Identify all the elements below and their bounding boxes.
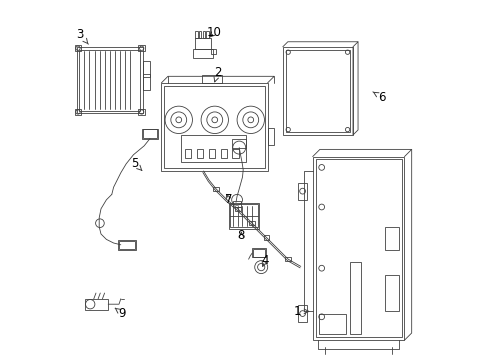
Bar	[385, 227, 399, 250]
Bar	[264, 235, 270, 240]
Bar	[139, 45, 145, 51]
Bar	[196, 31, 198, 38]
Bar	[139, 109, 145, 115]
Bar	[74, 109, 81, 115]
Bar	[252, 248, 266, 257]
Bar	[283, 47, 353, 135]
Bar	[143, 129, 157, 139]
Bar	[249, 221, 255, 225]
Bar	[185, 149, 192, 158]
Text: 9: 9	[115, 307, 125, 320]
Bar	[268, 128, 274, 144]
Bar	[253, 249, 265, 257]
Bar	[181, 135, 246, 162]
Bar	[162, 83, 268, 171]
Bar	[211, 49, 216, 54]
Bar	[76, 47, 143, 113]
Bar	[118, 240, 136, 250]
Bar	[202, 75, 221, 83]
Bar	[202, 31, 205, 38]
Bar	[85, 299, 108, 310]
Bar	[319, 314, 346, 334]
Bar	[199, 31, 201, 38]
Text: 2: 2	[214, 66, 222, 82]
Bar	[286, 50, 350, 132]
Text: 7: 7	[225, 193, 233, 206]
Text: 3: 3	[76, 28, 88, 44]
Bar	[209, 149, 215, 158]
Bar	[233, 201, 242, 207]
Bar	[79, 50, 140, 111]
Bar	[316, 159, 402, 337]
Text: 4: 4	[261, 255, 269, 267]
Bar	[143, 60, 149, 77]
Bar	[350, 262, 361, 334]
Bar	[119, 241, 135, 249]
Text: 5: 5	[131, 157, 142, 170]
Bar	[232, 149, 239, 158]
Bar	[313, 157, 404, 340]
Bar	[220, 149, 227, 158]
Bar	[143, 74, 149, 90]
Bar	[206, 31, 209, 38]
Text: 1: 1	[294, 305, 309, 318]
Bar	[385, 275, 399, 311]
Bar	[193, 49, 213, 58]
Bar	[230, 204, 258, 227]
Bar	[229, 203, 259, 229]
Bar	[213, 187, 219, 191]
Bar	[74, 45, 81, 51]
Bar	[143, 129, 157, 138]
Bar	[285, 257, 291, 261]
Bar	[298, 183, 307, 200]
Text: 8: 8	[238, 229, 245, 242]
Bar	[232, 139, 246, 148]
Bar	[298, 305, 307, 322]
Text: 6: 6	[373, 91, 386, 104]
Bar	[164, 86, 265, 168]
Bar	[197, 149, 203, 158]
Text: 10: 10	[207, 26, 222, 39]
Bar	[195, 38, 211, 49]
Bar	[235, 207, 241, 211]
